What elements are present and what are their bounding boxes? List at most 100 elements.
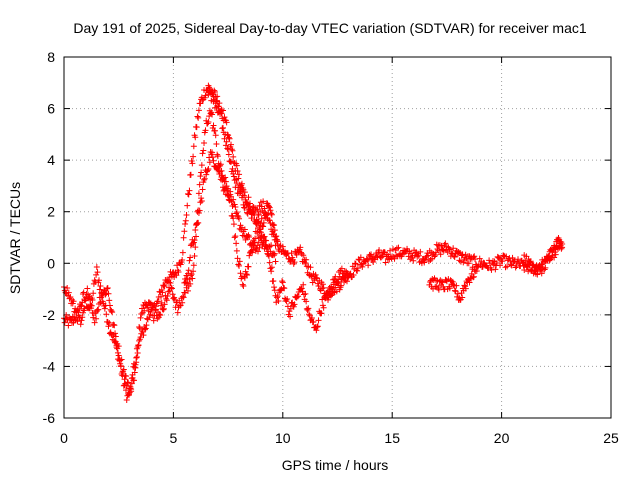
data-point <box>270 277 277 284</box>
data-point <box>328 285 335 292</box>
data-point <box>231 234 238 241</box>
data-point <box>280 247 287 254</box>
data-point <box>246 233 253 240</box>
data-point <box>161 301 168 308</box>
data-point <box>230 170 237 177</box>
data-point <box>302 290 309 297</box>
y-tick-label: 2 <box>47 204 55 220</box>
data-point <box>202 92 209 99</box>
data-point <box>101 286 108 293</box>
data-point <box>219 107 226 114</box>
data-point <box>335 269 342 276</box>
data-point <box>180 234 187 241</box>
data-point <box>69 313 76 320</box>
x-tick-label: 0 <box>60 430 68 446</box>
data-point <box>125 379 132 386</box>
data-point <box>179 299 186 306</box>
data-point <box>318 310 325 317</box>
data-point <box>136 324 143 331</box>
data-point <box>226 135 233 142</box>
data-point <box>182 220 189 227</box>
data-point <box>246 252 253 259</box>
data-point <box>261 233 268 240</box>
data-point <box>201 139 208 146</box>
data-point <box>325 296 332 303</box>
data-point <box>465 260 472 267</box>
data-point <box>64 285 71 292</box>
data-point <box>118 356 125 363</box>
data-points <box>61 82 566 403</box>
plot-area <box>64 57 611 418</box>
data-point <box>241 226 248 233</box>
data-point <box>541 266 548 273</box>
data-point <box>410 257 417 264</box>
data-point <box>234 168 241 175</box>
data-point <box>196 181 203 188</box>
data-point <box>151 302 158 309</box>
data-point <box>189 160 196 167</box>
data-point <box>183 211 190 218</box>
data-point <box>260 219 267 226</box>
data-point <box>140 332 147 339</box>
data-point <box>97 299 104 306</box>
data-point <box>94 269 101 276</box>
plot-frame <box>63 56 612 419</box>
data-point <box>65 322 72 329</box>
data-point <box>261 205 268 212</box>
data-point <box>260 223 267 230</box>
data-point <box>163 297 170 304</box>
data-point <box>209 91 216 98</box>
data-point <box>228 196 235 203</box>
data-point <box>195 207 202 214</box>
data-point <box>255 248 262 255</box>
data-point <box>359 263 366 270</box>
data-point <box>174 309 181 316</box>
data-point <box>90 314 97 321</box>
data-point <box>91 319 98 326</box>
data-point <box>103 311 110 318</box>
y-tick-label: 6 <box>47 101 55 117</box>
data-point <box>312 271 319 278</box>
data-point <box>236 171 243 178</box>
data-point <box>509 254 516 261</box>
data-point <box>70 298 77 305</box>
data-point <box>187 280 194 287</box>
data-point <box>295 293 302 300</box>
data-point <box>524 261 531 268</box>
data-point <box>241 192 248 199</box>
data-point <box>448 278 455 285</box>
data-point <box>236 262 243 269</box>
data-point <box>190 262 197 269</box>
data-point <box>255 211 262 218</box>
data-point <box>192 134 199 141</box>
data-point <box>198 162 205 169</box>
data-point <box>473 267 480 274</box>
data-point <box>238 180 245 187</box>
data-point <box>239 232 246 239</box>
data-point <box>293 251 300 258</box>
data-point <box>438 242 445 249</box>
data-point <box>171 270 178 277</box>
data-point <box>320 304 327 311</box>
data-point <box>112 330 119 337</box>
data-point <box>227 191 234 198</box>
data-point <box>169 291 176 298</box>
data-point <box>243 271 250 278</box>
data-point <box>228 146 235 153</box>
data-point <box>226 158 233 165</box>
data-point <box>161 282 168 289</box>
data-point <box>185 267 192 274</box>
data-point <box>92 278 99 285</box>
data-point <box>109 309 116 316</box>
data-point <box>447 246 454 253</box>
data-point <box>105 323 112 330</box>
data-point <box>291 301 298 308</box>
data-point <box>232 233 239 240</box>
data-point <box>230 173 237 180</box>
data-point <box>343 271 350 278</box>
data-point <box>186 187 193 194</box>
data-point <box>72 305 79 312</box>
data-point <box>265 253 272 260</box>
data-point <box>314 324 321 331</box>
data-point <box>104 284 111 291</box>
